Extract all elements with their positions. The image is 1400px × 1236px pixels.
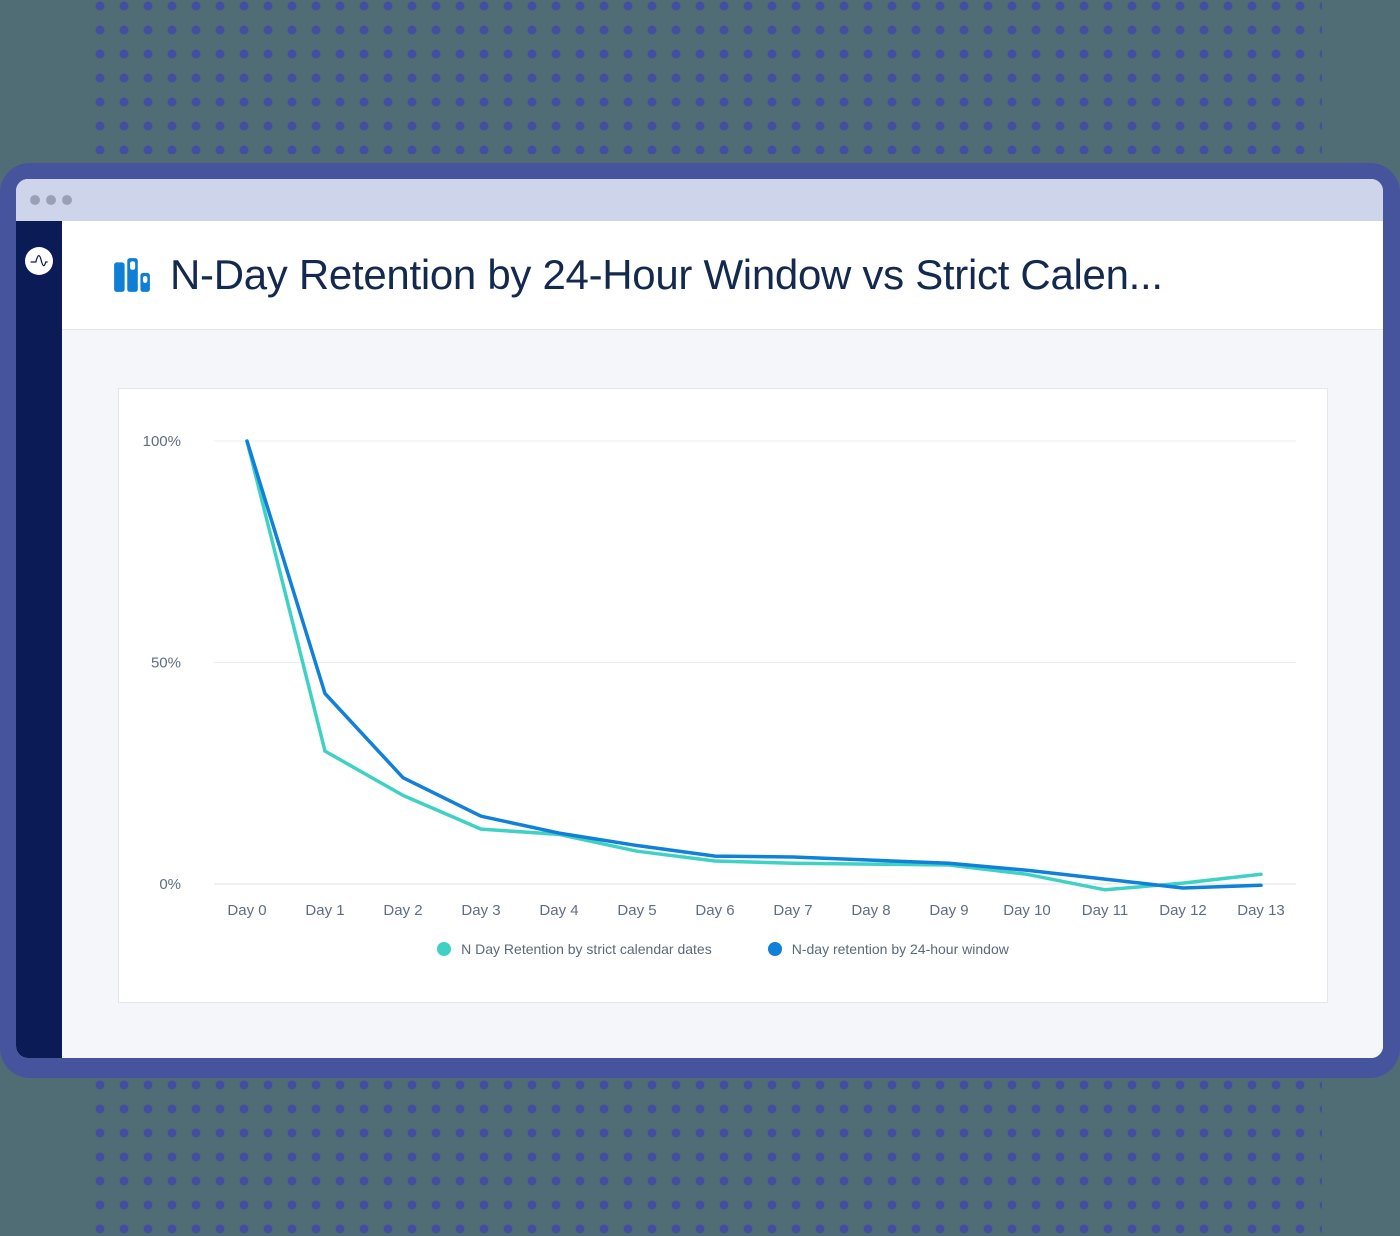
x-axis-label: Day 12 xyxy=(1159,902,1207,919)
chart-legend: N Day Retention by strict calendar dates… xyxy=(119,941,1327,957)
window-inner: N-Day Retention by 24-Hour Window vs Str… xyxy=(16,179,1383,1058)
amplitude-logo-icon[interactable] xyxy=(25,247,53,275)
line-24-hour-window[interactable] xyxy=(245,439,1263,890)
page-title: N-Day Retention by 24-Hour Window vs Str… xyxy=(170,251,1163,298)
x-axis-label: Day 13 xyxy=(1237,902,1285,919)
window-titlebar xyxy=(16,179,1383,221)
x-axis-label: Day 11 xyxy=(1082,902,1128,919)
x-axis-label: Day 3 xyxy=(461,902,500,919)
bar-chart-icon xyxy=(114,258,150,292)
window-control-dot-2[interactable] xyxy=(46,195,56,205)
background-dot-grid-top xyxy=(88,0,1322,154)
x-axis-label: Day 1 xyxy=(305,902,344,919)
app-sidebar xyxy=(16,221,62,1058)
x-axis-label: Day 2 xyxy=(383,902,422,919)
legend-label-24-hour-window: N-day retention by 24-hour window xyxy=(791,941,1009,957)
legend-dot-strict-calendar xyxy=(437,942,452,956)
window-control-dot-1[interactable] xyxy=(30,195,40,205)
background-dot-grid-bottom xyxy=(88,1073,1322,1236)
retention-line-chart: 100% 50% 0% Day 0 Day 1 Day 2 Day 3 Day 4 Day 5 D… xyxy=(119,389,1327,1002)
x-axis-label: Day 4 xyxy=(539,902,578,919)
window-body: N-Day Retention by 24-Hour Window vs Str… xyxy=(16,221,1383,1058)
x-axis-label: Day 0 xyxy=(227,902,266,919)
x-axis-label: Day 6 xyxy=(695,902,734,919)
x-axis-label: Day 7 xyxy=(773,902,812,919)
y-axis-tick-label: 100% xyxy=(143,433,181,450)
y-axis-tick-label: 50% xyxy=(151,655,181,672)
y-axis-tick-label: 0% xyxy=(159,876,181,893)
chart-header: N-Day Retention by 24-Hour Window vs Str… xyxy=(62,221,1383,330)
x-axis-label: Day 9 xyxy=(929,902,968,919)
legend-label-strict-calendar: N Day Retention by strict calendar dates xyxy=(461,941,712,957)
amplitude-wave-glyph xyxy=(30,255,48,267)
x-axis-label: Day 5 xyxy=(617,902,656,919)
line-strict-calendar-dates[interactable] xyxy=(245,439,1263,892)
browser-window: N-Day Retention by 24-Hour Window vs Str… xyxy=(0,163,1400,1078)
legend-item-24-hour-window[interactable]: N-day retention by 24-hour window xyxy=(767,941,1009,957)
x-axis-label: Day 10 xyxy=(1003,902,1051,919)
x-axis-label: Day 8 xyxy=(851,902,890,919)
main-content: N-Day Retention by 24-Hour Window vs Str… xyxy=(62,221,1383,1058)
retention-chart-card: 100% 50% 0% Day 0 Day 1 Day 2 Day 3 Day 4 Day 5 D… xyxy=(118,388,1328,1003)
legend-item-strict-calendar[interactable]: N Day Retention by strict calendar dates xyxy=(437,941,712,957)
window-control-dot-3[interactable] xyxy=(62,195,72,205)
legend-dot-24-hour-window xyxy=(767,942,782,956)
retention-chart-svg: 100% 50% 0% Day 0 Day 1 Day 2 Day 3 Day 4 Day 5 D… xyxy=(143,433,1296,919)
